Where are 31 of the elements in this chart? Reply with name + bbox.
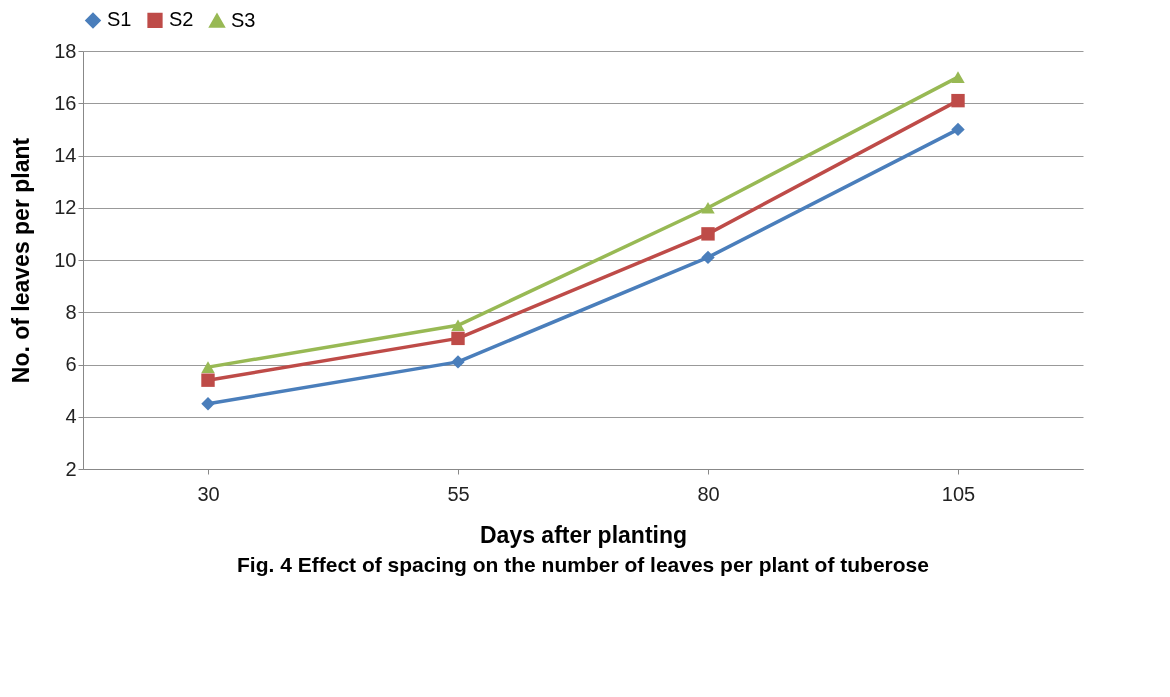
point [451, 319, 465, 332]
y-tick-label: 4 [65, 405, 77, 428]
legend-label: S1 [107, 8, 132, 31]
point [701, 227, 715, 241]
point [201, 361, 215, 373]
caption: Fig. 4 Effect of spacing on the number of leaves per plant of tuberose [237, 553, 929, 576]
y-axis-title: No. of leaves per plant [8, 137, 35, 384]
y-tick-label: 16 [54, 91, 77, 114]
x-tick-label: 55 [447, 482, 470, 505]
y-tick-label: 10 [54, 248, 77, 271]
point [951, 122, 965, 137]
point [951, 71, 965, 83]
point [201, 396, 215, 411]
y-tick-label: 18 [54, 39, 77, 62]
point [201, 373, 215, 387]
y-tick-label: 2 [65, 457, 77, 480]
y-tick-label: 8 [65, 300, 77, 323]
y-tick-label: 14 [54, 144, 77, 166]
x-tick-label: 30 [197, 482, 220, 505]
point [701, 201, 715, 214]
legend-label: S2 [169, 8, 194, 31]
x-tick-label: 105 [941, 482, 976, 505]
point [951, 93, 965, 108]
legend-label: S3 [231, 8, 256, 31]
point [451, 355, 465, 369]
x-tick-label: 80 [697, 482, 720, 505]
x-axis-title: Days after planting [479, 521, 688, 548]
point [451, 331, 465, 346]
y-tick-label: 6 [65, 353, 77, 375]
point [701, 250, 715, 265]
y-tick-label: 12 [54, 196, 77, 219]
